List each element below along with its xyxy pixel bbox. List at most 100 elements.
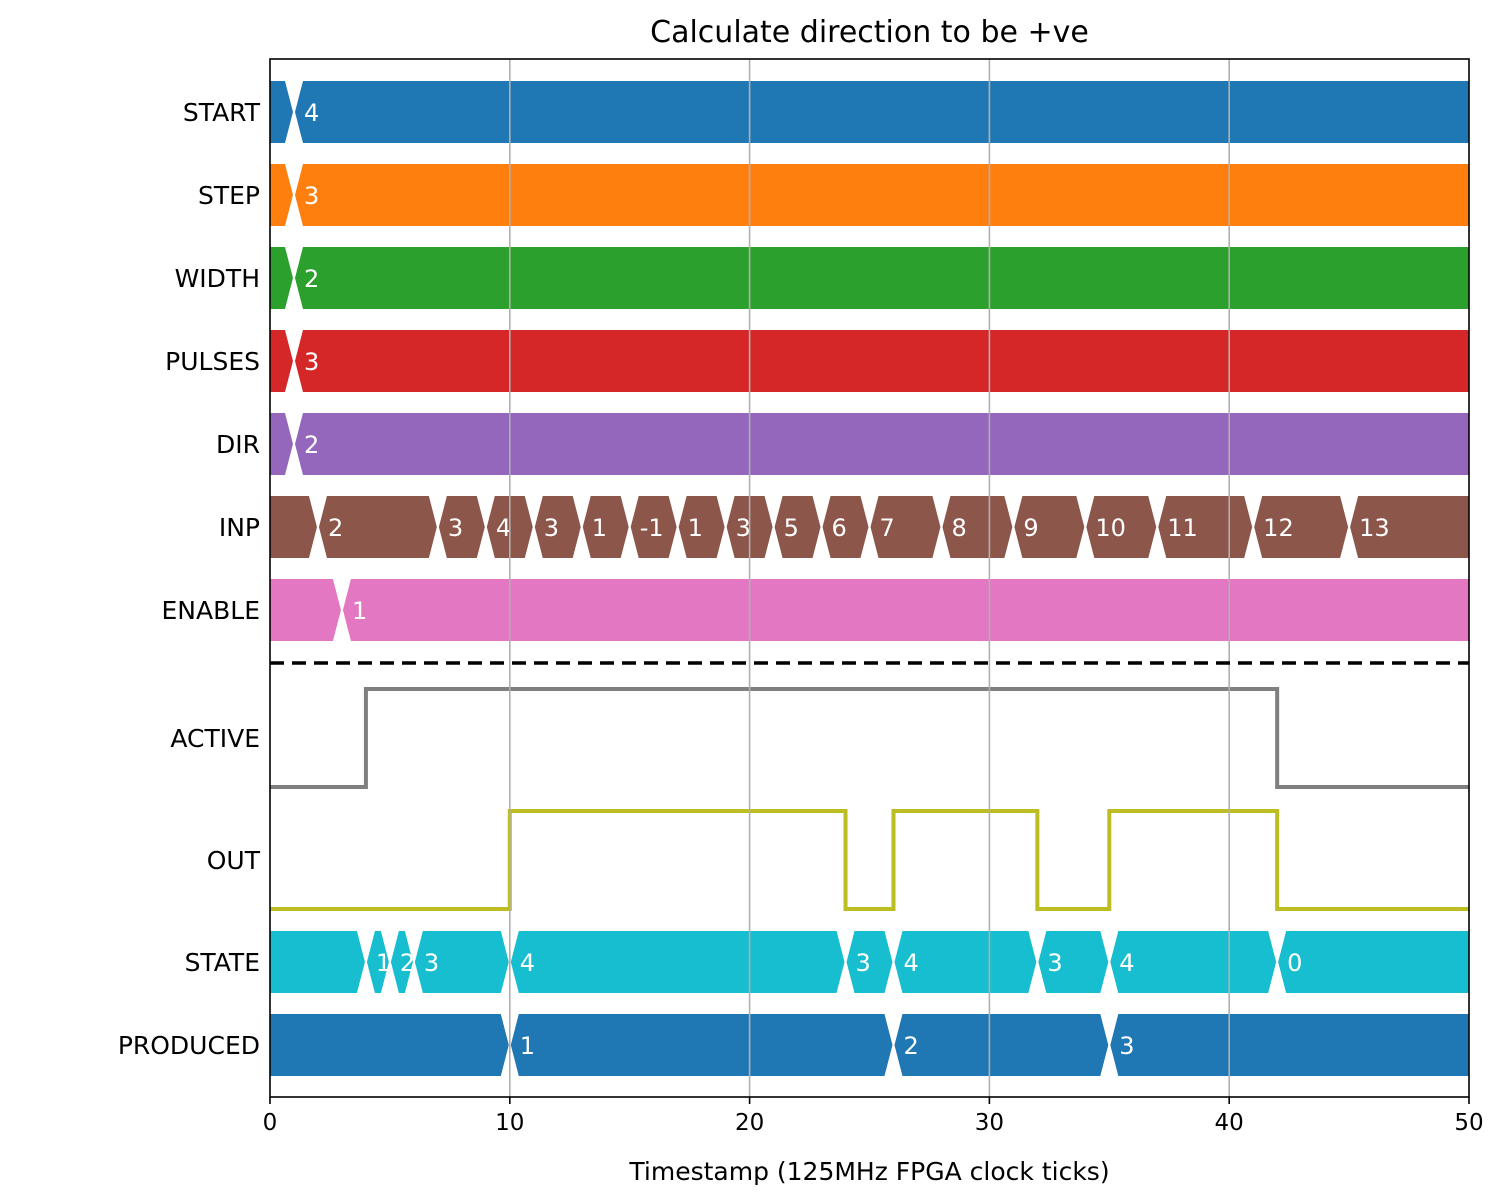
bit-trace-out [270,809,1469,911]
bus-segment-step [294,164,1470,226]
bus-value-label-produced: 1 [520,1032,535,1060]
bus-value-label-step: 3 [304,182,319,210]
bus-segment-pulses [270,330,293,392]
bus-value-label-inp: 10 [1095,514,1126,542]
bus-segment-state [366,931,389,993]
x-tick-label: 0 [263,1110,278,1136]
bus-value-label-enable: 1 [352,597,367,625]
bus-segment-pulses [294,330,1470,392]
bus-segment-step [270,164,293,226]
signal-label-step: STEP [198,181,260,210]
bus-segment-width [294,247,1470,309]
bus-value-label-inp: 3 [544,514,559,542]
signal-label-state: STATE [185,948,260,977]
bus-segment-state [1038,931,1109,993]
bus-value-label-inp: -1 [640,514,664,542]
signal-label-active: ACTIVE [170,724,260,753]
bus-segment-state [390,931,413,993]
bus-segment-enable [270,579,341,641]
signal-label-produced: PRODUCED [118,1031,260,1060]
bus-segment-start [270,81,293,143]
bus-segment-inp [942,496,1013,558]
bus-value-label-inp: 12 [1263,514,1294,542]
bus-segment-inp [438,496,485,558]
signal-label-out: OUT [207,846,261,875]
bus-segment-inp [1014,496,1085,558]
bus-value-label-inp: 11 [1167,514,1198,542]
bus-segment-produced [510,1014,893,1076]
signal-label-start: START [183,98,261,127]
x-tick-label: 30 [975,1110,1004,1136]
chart-title: Calculate direction to be +ve [650,15,1089,50]
bus-value-label-pulses: 3 [304,348,319,376]
bus-value-label-inp: 9 [1023,514,1038,542]
bus-value-label-width: 2 [304,265,319,293]
bus-value-label-produced: 3 [1119,1032,1134,1060]
bus-segment-inp [1254,496,1349,558]
bus-segment-inp [582,496,629,558]
plot-area [270,59,1469,1097]
bus-value-label-inp: 6 [832,514,847,542]
bus-value-label-state: 4 [903,949,918,977]
bus-segment-inp [630,496,677,558]
signal-label-pulses: PULSES [165,347,260,376]
bus-value-label-inp: 8 [951,514,966,542]
signal-label-inp: INP [219,513,260,542]
bus-segment-inp [534,496,581,558]
bus-segment-inp [870,496,941,558]
x-tick-label: 50 [1454,1110,1483,1136]
bus-segment-state [894,931,1037,993]
bus-segment-produced [894,1014,1109,1076]
bus-value-label-state: 3 [856,949,871,977]
bus-segment-inp [270,496,317,558]
bit-trace-active [270,687,1469,789]
bus-value-label-inp: 1 [592,514,607,542]
bus-value-label-inp: 2 [328,514,343,542]
bus-value-label-state: 0 [1287,949,1302,977]
bus-value-label-inp: 4 [496,514,511,542]
signal-label-width: WIDTH [175,264,260,293]
bus-value-label-state: 2 [400,949,415,977]
bus-segment-inp [318,496,437,558]
bus-segment-inp [1350,496,1469,558]
bus-value-label-produced: 2 [903,1032,918,1060]
bus-segment-produced [1110,1014,1469,1076]
bus-value-label-state: 4 [520,949,535,977]
bus-value-label-inp: 5 [784,514,799,542]
bus-value-label-inp: 3 [448,514,463,542]
bus-value-label-inp: 7 [880,514,895,542]
bus-segment-inp [774,496,821,558]
bus-segment-produced [270,1014,509,1076]
bus-segment-width [270,247,293,309]
bus-segment-dir [294,413,1470,475]
bus-segment-dir [270,413,293,475]
bus-segment-state [270,931,365,993]
plot-frame [269,58,1470,1098]
bus-value-label-state: 4 [1119,949,1134,977]
bus-value-label-start: 4 [304,99,319,127]
x-tick-label: 40 [1215,1110,1244,1136]
x-tick-label: 20 [735,1110,764,1136]
x-tick-label: 10 [495,1110,524,1136]
bus-value-label-dir: 2 [304,431,319,459]
bus-segment-state [1110,931,1277,993]
bus-segment-state [414,931,509,993]
signal-label-enable: ENABLE [162,596,260,625]
bus-value-label-state: 3 [424,949,439,977]
bus-segment-state [510,931,845,993]
bus-segment-enable [342,579,1470,641]
x-axis-label: Timestamp (125MHz FPGA clock ticks) [628,1157,1109,1186]
bus-value-label-inp: 3 [736,514,751,542]
bus-segment-state [846,931,893,993]
bus-segment-inp [1086,496,1157,558]
bus-segment-state [1278,931,1469,993]
bus-value-label-inp: 1 [688,514,703,542]
bus-segment-inp [678,496,725,558]
bus-value-label-inp: 13 [1359,514,1390,542]
bus-value-label-state: 3 [1047,949,1062,977]
bus-segment-start [294,81,1470,143]
signal-label-dir: DIR [216,430,260,459]
bus-segment-inp [822,496,869,558]
